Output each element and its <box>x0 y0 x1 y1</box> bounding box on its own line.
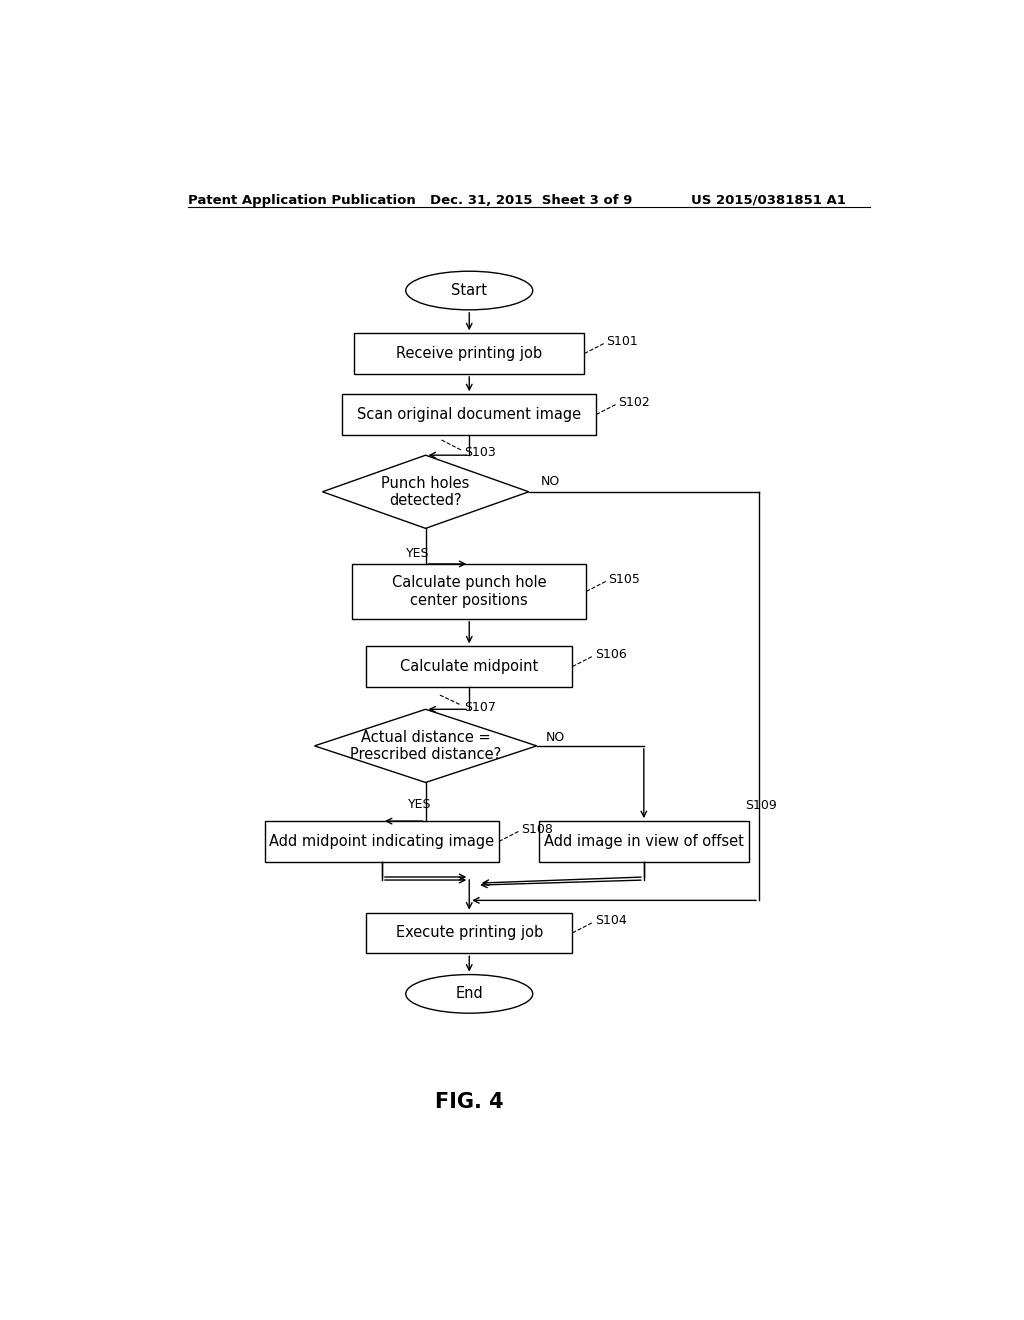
Text: S102: S102 <box>618 396 650 409</box>
Text: NO: NO <box>541 475 560 488</box>
Bar <box>354 333 585 374</box>
Text: S104: S104 <box>595 915 627 927</box>
Bar <box>539 821 749 862</box>
Text: S103: S103 <box>464 446 496 458</box>
Text: US 2015/0381851 A1: US 2015/0381851 A1 <box>691 194 846 207</box>
Text: FIG. 4: FIG. 4 <box>435 1092 504 1111</box>
Text: Calculate midpoint: Calculate midpoint <box>400 659 539 675</box>
Text: Add midpoint indicating image: Add midpoint indicating image <box>269 834 495 849</box>
Text: S106: S106 <box>595 648 627 661</box>
Text: Punch holes
detected?: Punch holes detected? <box>381 475 470 508</box>
Polygon shape <box>323 455 528 528</box>
Bar <box>367 912 572 953</box>
Ellipse shape <box>406 974 532 1014</box>
Text: Receive printing job: Receive printing job <box>396 346 543 362</box>
Bar <box>265 821 499 862</box>
Text: Dec. 31, 2015  Sheet 3 of 9: Dec. 31, 2015 Sheet 3 of 9 <box>430 194 632 207</box>
Text: S109: S109 <box>745 800 777 812</box>
Text: Execute printing job: Execute printing job <box>395 925 543 940</box>
Bar <box>342 395 596 434</box>
Text: S101: S101 <box>606 335 638 348</box>
Bar <box>367 647 572 686</box>
Text: YES: YES <box>406 548 429 560</box>
Text: End: End <box>456 986 483 1002</box>
Polygon shape <box>314 709 537 783</box>
Text: S105: S105 <box>608 573 640 586</box>
Text: S107: S107 <box>464 701 496 714</box>
Ellipse shape <box>406 271 532 310</box>
Text: Start: Start <box>452 282 487 298</box>
Text: S108: S108 <box>521 822 553 836</box>
Text: Scan original document image: Scan original document image <box>357 407 582 422</box>
Text: Calculate punch hole
center positions: Calculate punch hole center positions <box>392 576 547 607</box>
Bar <box>352 564 587 619</box>
Text: YES: YES <box>408 799 431 812</box>
Text: Actual distance =
Prescribed distance?: Actual distance = Prescribed distance? <box>350 730 501 762</box>
Text: Patent Application Publication: Patent Application Publication <box>187 194 416 207</box>
Text: Add image in view of offset: Add image in view of offset <box>544 834 743 849</box>
Text: NO: NO <box>546 731 565 744</box>
